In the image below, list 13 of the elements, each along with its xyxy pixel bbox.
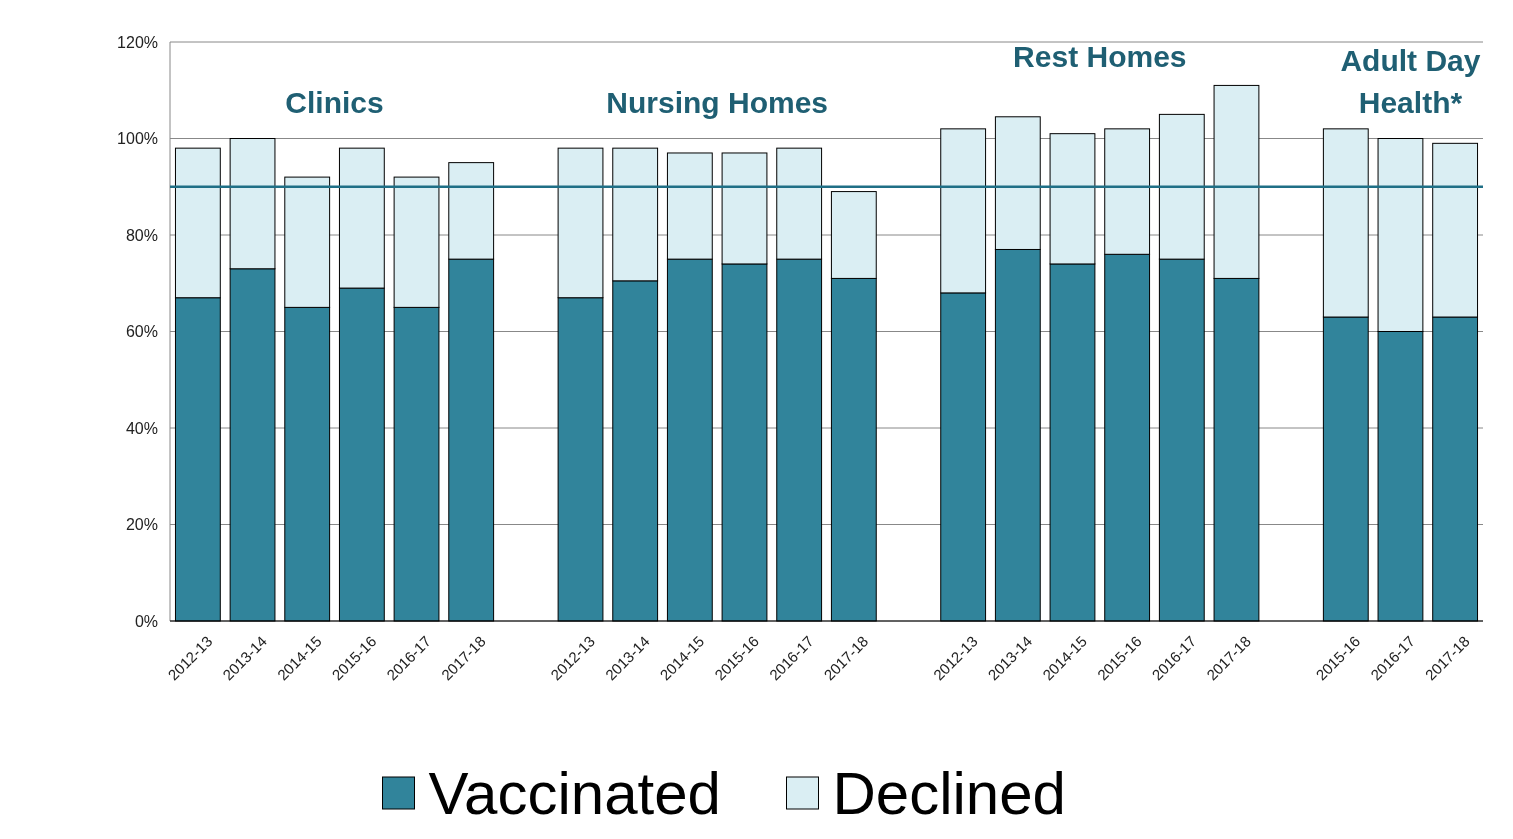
annotation: Clinics	[285, 86, 384, 119]
legend-label: Declined	[832, 760, 1066, 827]
y-tick-label: 40%	[125, 419, 158, 437]
y-tick-label: 120%	[117, 33, 158, 51]
annotation: Rest Homes	[1013, 40, 1187, 74]
legend-label: Vaccinated	[428, 760, 721, 827]
annotation: Nursing Homes	[606, 86, 829, 119]
y-tick-label: 0%	[134, 612, 158, 630]
annotation: Adult Day Health*	[1340, 43, 1481, 119]
y-tick-label: 60%	[125, 323, 158, 341]
y-tick-label: 100%	[117, 130, 158, 148]
y-tick-label: 20%	[125, 516, 158, 534]
y-tick-label: 80%	[125, 226, 158, 244]
